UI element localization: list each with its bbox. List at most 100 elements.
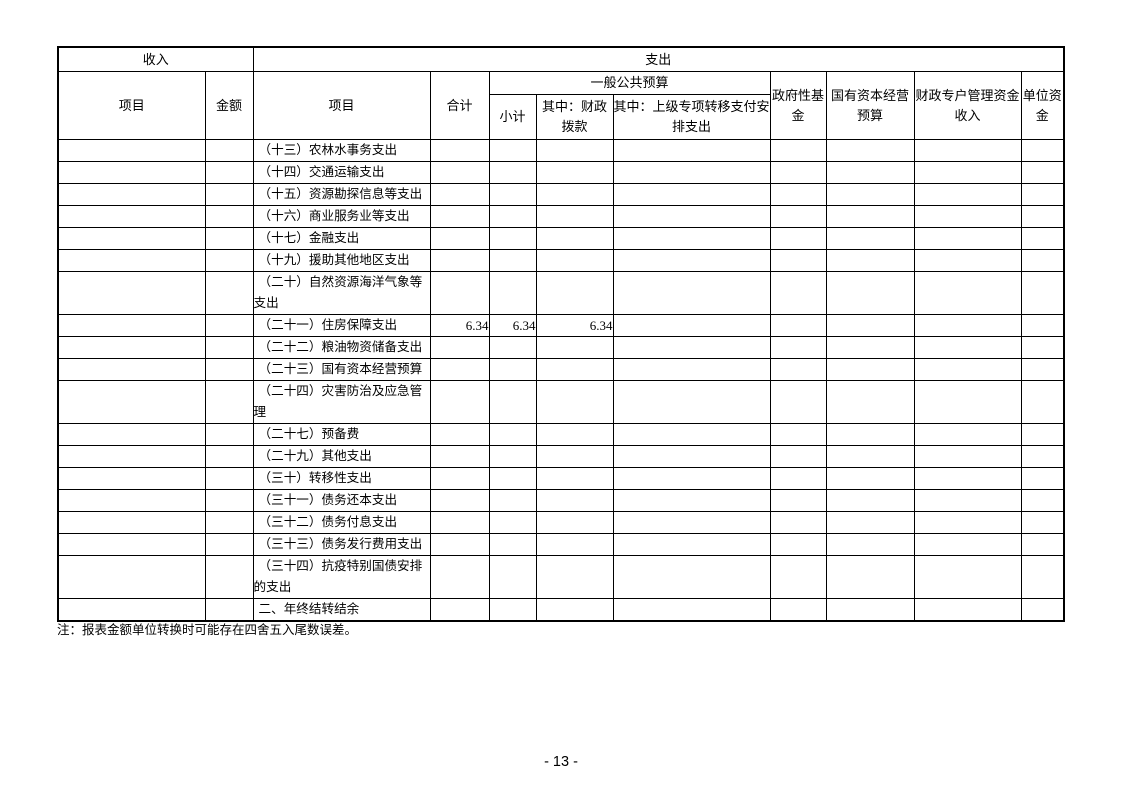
gov-fund-cell — [769, 555, 827, 599]
state-capital-cell — [825, 227, 915, 250]
gov-fund-cell — [769, 249, 827, 272]
state-capital-cell — [825, 423, 915, 446]
special-account-cell — [913, 336, 1022, 359]
unit-fund-cell — [1020, 227, 1065, 250]
total-cell — [429, 423, 490, 446]
expense-item-cell: （二十九）其他支出 — [252, 445, 431, 468]
transfer-payment-cell — [612, 467, 771, 490]
special-account-cell — [913, 161, 1022, 184]
unit-fund-cell — [1020, 314, 1065, 337]
expense-item-cell: （二十七）预备费 — [252, 423, 431, 446]
table-row: （二十七）预备费 — [57, 423, 1065, 446]
fiscal-allocation-cell — [535, 511, 614, 534]
subtotal-cell — [488, 183, 537, 206]
table-row: （二十一）住房保障支出 6.34 6.34 6.34 — [57, 314, 1065, 337]
table-row: （十六）商业服务业等支出 — [57, 205, 1065, 228]
gov-fund-cell — [769, 205, 827, 228]
special-account-cell — [913, 314, 1022, 337]
table-row: （三十三）债务发行费用支出 — [57, 533, 1065, 556]
special-account-cell — [913, 380, 1022, 424]
unit-fund-cell — [1020, 445, 1065, 468]
income-amount-cell — [204, 380, 254, 424]
gov-fund-cell — [769, 271, 827, 315]
transfer-payment-header: 其中：上级专项转移支付安排支出 — [612, 94, 771, 140]
total-cell — [429, 358, 490, 381]
income-amount-header: 金额 — [204, 71, 254, 140]
fiscal-allocation-cell — [535, 598, 614, 622]
subtotal-cell — [488, 533, 537, 556]
fiscal-allocation-cell — [535, 423, 614, 446]
income-item-cell — [57, 183, 206, 206]
special-account-cell — [913, 139, 1022, 162]
table-row: （十四）交通运输支出 — [57, 161, 1065, 184]
subtotal-cell — [488, 139, 537, 162]
fiscal-allocation-cell — [535, 555, 614, 599]
gov-fund-cell — [769, 533, 827, 556]
income-amount-cell — [204, 227, 254, 250]
special-account-cell — [913, 489, 1022, 512]
transfer-payment-cell — [612, 598, 771, 622]
fiscal-allocation-cell — [535, 249, 614, 272]
state-capital-cell — [825, 489, 915, 512]
table-body: （十三）农林水事务支出 （十四）交通运输支出 （十五）资源勘探信息等支出 （十六）商业… — [57, 139, 1065, 622]
gov-fund-cell — [769, 227, 827, 250]
unit-fund-cell — [1020, 183, 1065, 206]
gov-fund-cell — [769, 139, 827, 162]
special-account-cell — [913, 249, 1022, 272]
special-account-header: 财政专户管理资金收入 — [913, 71, 1022, 140]
income-item-cell — [57, 314, 206, 337]
total-cell — [429, 445, 490, 468]
expense-item-cell: （十七）金融支出 — [252, 227, 431, 250]
fiscal-allocation-cell — [535, 271, 614, 315]
table-row: （三十四）抗疫特别国债安排的支出 — [57, 555, 1065, 599]
income-amount-cell — [204, 336, 254, 359]
budget-table: 收入 支出 项目 金额 项目 合计 一般公共预算 政府性基金 国有资本经营预算 … — [57, 46, 1066, 622]
income-amount-cell — [204, 467, 254, 490]
fiscal-allocation-cell — [535, 336, 614, 359]
unit-fund-cell — [1020, 598, 1065, 622]
unit-fund-cell — [1020, 467, 1065, 490]
state-capital-cell — [825, 467, 915, 490]
income-item-cell — [57, 205, 206, 228]
subtotal-cell — [488, 336, 537, 359]
total-cell — [429, 139, 490, 162]
income-item-cell — [57, 533, 206, 556]
gov-fund-cell — [769, 445, 827, 468]
table-row: （二十三）国有资本经营预算 — [57, 358, 1065, 381]
gov-fund-cell — [769, 467, 827, 490]
state-capital-cell — [825, 336, 915, 359]
special-account-cell — [913, 205, 1022, 228]
fiscal-allocation-cell — [535, 139, 614, 162]
total-cell — [429, 380, 490, 424]
expense-item-cell: 二、年终结转结余 — [252, 598, 431, 622]
table-row: （十三）农林水事务支出 — [57, 139, 1065, 162]
footnote: 注：报表金额单位转换时可能存在四舍五入尾数误差。 — [57, 623, 358, 637]
gov-fund-cell — [769, 358, 827, 381]
transfer-payment-cell — [612, 533, 771, 556]
subtotal-cell — [488, 227, 537, 250]
transfer-payment-cell — [612, 183, 771, 206]
income-item-cell — [57, 467, 206, 490]
state-capital-cell — [825, 358, 915, 381]
special-account-cell — [913, 511, 1022, 534]
special-account-cell — [913, 227, 1022, 250]
unit-fund-cell — [1020, 161, 1065, 184]
fiscal-allocation-cell — [535, 445, 614, 468]
income-item-cell — [57, 555, 206, 599]
unit-fund-cell — [1020, 249, 1065, 272]
total-header: 合计 — [429, 71, 490, 140]
state-capital-cell — [825, 205, 915, 228]
income-amount-cell — [204, 139, 254, 162]
expense-item-cell: （十九）援助其他地区支出 — [252, 249, 431, 272]
income-item-cell — [57, 358, 206, 381]
expense-item-cell: （十四）交通运输支出 — [252, 161, 431, 184]
transfer-payment-cell — [612, 358, 771, 381]
income-item-cell — [57, 511, 206, 534]
subtotal-cell — [488, 489, 537, 512]
gov-fund-cell — [769, 598, 827, 622]
income-amount-cell — [204, 533, 254, 556]
fiscal-allocation-cell — [535, 380, 614, 424]
special-account-cell — [913, 423, 1022, 446]
total-cell — [429, 598, 490, 622]
